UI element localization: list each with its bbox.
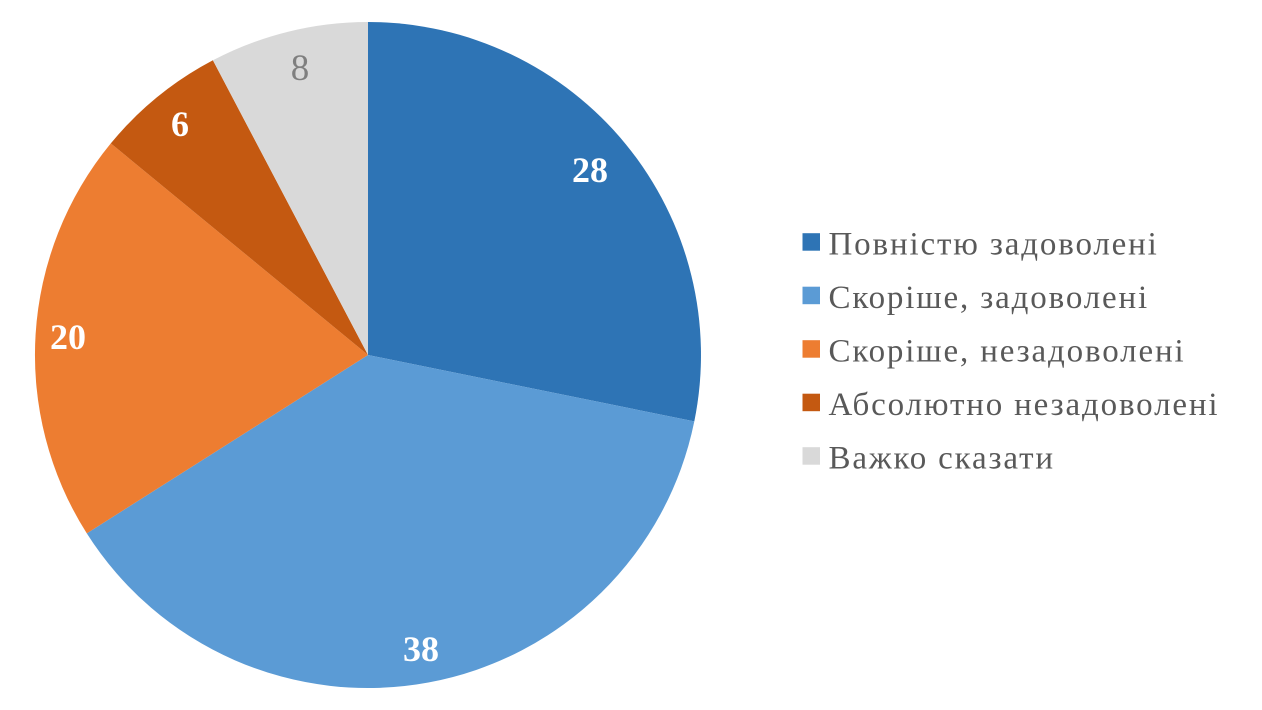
svg-text:20: 20 xyxy=(50,317,86,357)
svg-text:8: 8 xyxy=(291,48,310,89)
svg-text:Абсолютно незадоволені: Абсолютно незадоволені xyxy=(829,387,1220,423)
svg-text:28: 28 xyxy=(572,150,608,190)
svg-text:38: 38 xyxy=(403,629,439,669)
svg-text:Скоріше, незадоволені: Скоріше, незадоволені xyxy=(829,334,1186,370)
svg-text:Повністю задоволені: Повністю задоволені xyxy=(829,227,1159,263)
svg-text:Скоріше, задоволені: Скоріше, задоволені xyxy=(829,280,1150,316)
svg-text:6: 6 xyxy=(171,104,189,144)
svg-text:Важко сказати: Важко сказати xyxy=(829,441,1055,477)
